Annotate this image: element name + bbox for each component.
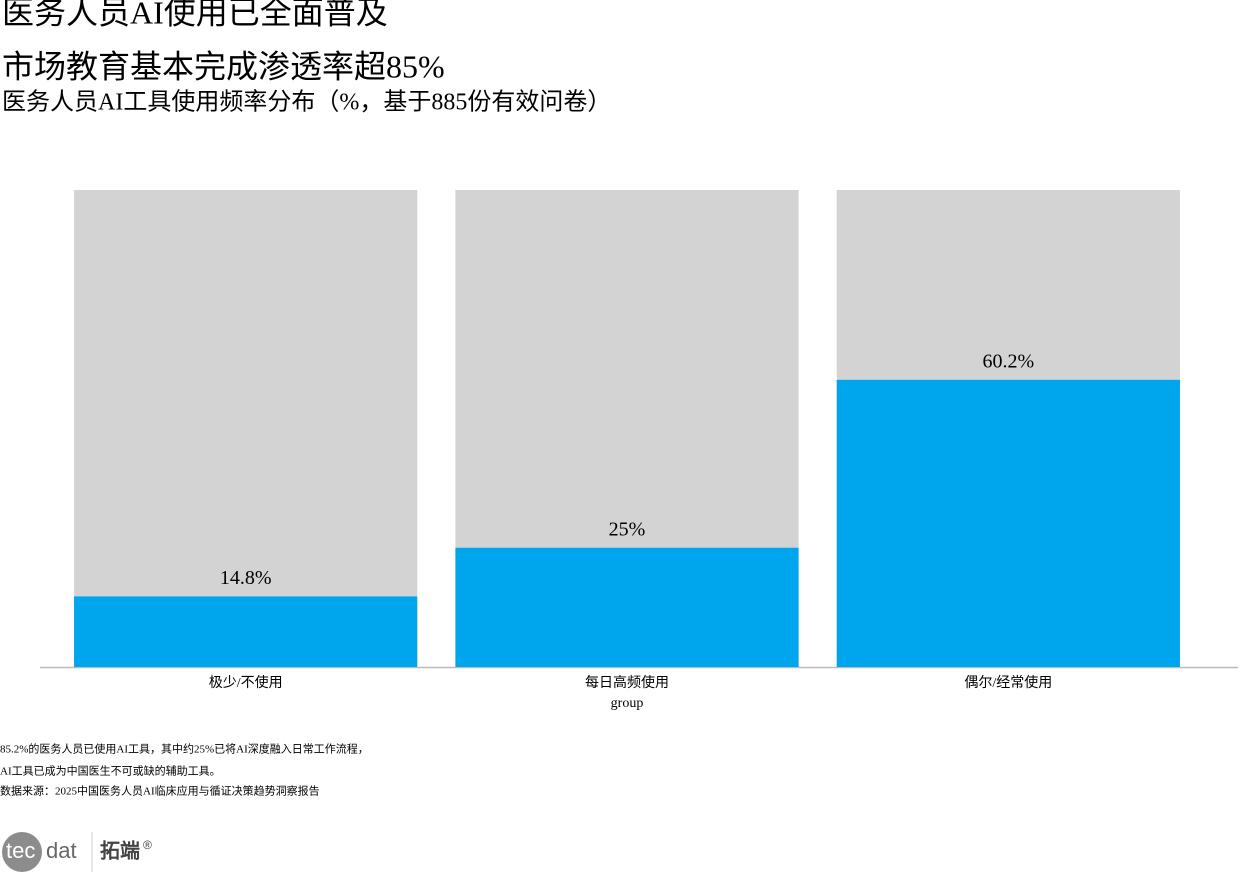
x-tick-label: 每日高频使用 [585, 674, 669, 691]
bar-background [74, 190, 418, 667]
logo-text: tec [6, 838, 35, 863]
logo-text: dat [46, 838, 77, 863]
x-tick-label: 极少/不使用 [209, 674, 283, 691]
value-label: 14.8% [220, 567, 272, 589]
x-axis-label: group [611, 696, 644, 711]
chart-title: 医务人员AI使用已全面普及 [2, 0, 388, 30]
logo-brand: 拓端 [100, 839, 140, 862]
value-label: 60.2% [982, 350, 1034, 372]
logo-mark: ® [143, 838, 152, 852]
bar [74, 596, 418, 667]
chart-subtitle: 医务人员AI工具使用频率分布（%，基于885份有效问卷） [2, 89, 611, 116]
x-tick-label: 偶尔/经常使用 [964, 674, 1052, 691]
value-label: 25% [609, 518, 646, 540]
note: 85.2%的医务人员已使用AI工具，其中约25%已将AI深度融入日常工作流程， [0, 742, 369, 756]
bar [836, 379, 1180, 667]
chart-title: 市场教育基本完成渗透率超85% [2, 48, 445, 84]
logo: tec dat 拓端 ® [2, 832, 152, 872]
note: 数据来源：2025中国医务人员AI临床应用与循证决策趋势洞察报告 [0, 784, 320, 798]
bar [455, 547, 799, 667]
note: AI工具已成为中国医生不可或缺的辅助工具。 [0, 764, 221, 778]
logo-circle [2, 832, 42, 872]
